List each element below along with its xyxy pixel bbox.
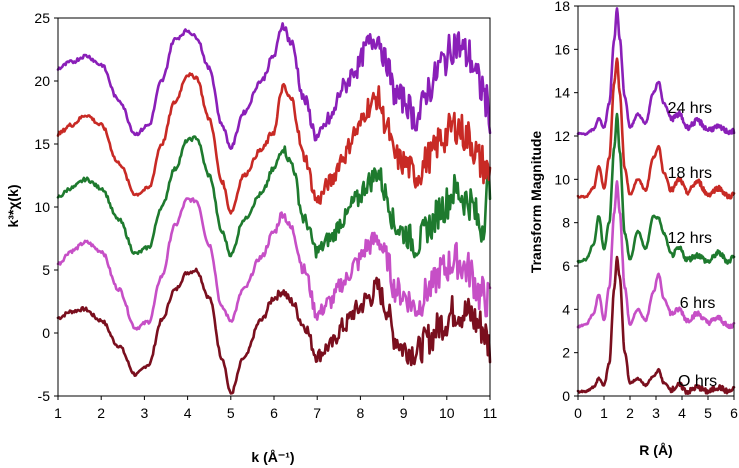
- ft-x-tick-label: 3: [652, 405, 660, 421]
- chi-x-tick-label: 10: [439, 405, 455, 421]
- ft-y-tick-label: 0: [562, 388, 570, 404]
- ft-x-tick-label: 2: [626, 405, 634, 421]
- chi-series-0: [56, 267, 492, 395]
- ft-x-tick-label: 4: [678, 405, 686, 421]
- ft-series-1: [576, 180, 736, 330]
- chi-y-axis-label: k³*χ(k): [5, 184, 21, 227]
- chi-x-tick-label: 7: [313, 405, 321, 421]
- chi-y-tick-label: -5: [38, 388, 51, 404]
- ft-y-tick-label: 18: [554, 0, 570, 14]
- ft-y-tick-label: 6: [562, 258, 570, 274]
- exafs-chi-chart: -5 0 5 10 15 20 25 1 2 3 4 5 6 7 8 9 10 11 k (Å⁻¹) k³*χ(k…: [5, 10, 497, 465]
- ft-x-axis-label: R (Å): [639, 442, 672, 458]
- ft-y-tick-label: 16: [554, 41, 570, 57]
- ft-y-tick-label: 2: [562, 345, 570, 361]
- chi-y-tick-label: 0: [42, 325, 50, 341]
- ft-x-tick-label: 1: [600, 405, 608, 421]
- chi-series-1: [56, 197, 492, 331]
- ft-series-label: 24 hrs: [668, 100, 712, 117]
- ft-series-labels: O hrs 6 hrs 12 hrs 18 hrs 24 hrs: [668, 100, 718, 390]
- chi-x-tick-label: 2: [97, 405, 105, 421]
- chi-x-tick-label: 9: [400, 405, 408, 421]
- ft-series-4: [576, 7, 736, 136]
- ft-series-0: [576, 255, 736, 395]
- chi-y-tick-label: 20: [34, 73, 50, 89]
- ft-series-label: 6 hrs: [680, 295, 716, 312]
- ft-y-tick-label: 4: [562, 301, 570, 317]
- chi-x-tick-label: 8: [357, 405, 365, 421]
- ft-series-2: [576, 112, 736, 265]
- ft-y-tick-label: 12: [554, 128, 570, 144]
- ft-series-label: O hrs: [678, 373, 717, 390]
- ft-series-label: 12 hrs: [668, 230, 712, 247]
- chi-x-tick-label: 6: [270, 405, 278, 421]
- chi-x-tick-label: 4: [184, 405, 192, 421]
- chi-axes: -5 0 5 10 15 20 25 1 2 3 4 5 6 7 8 9 10 11: [34, 10, 497, 421]
- ft-y-axis-label: Transform Magnitude: [528, 131, 544, 274]
- ft-x-tick-label: 0: [574, 405, 582, 421]
- chi-x-axis-label: k (Å⁻¹): [251, 449, 294, 465]
- chi-y-tick-label: 15: [34, 136, 50, 152]
- chi-y-tick-label: 5: [42, 262, 50, 278]
- chi-y-tick-label: 25: [34, 10, 50, 26]
- ft-y-tick-label: 8: [562, 215, 570, 231]
- chi-series-group: [56, 22, 492, 395]
- ft-y-tick-label: 10: [554, 171, 570, 187]
- ft-series-label: 18 hrs: [668, 165, 712, 182]
- chi-x-tick-label: 3: [141, 405, 149, 421]
- chi-series-2: [56, 135, 492, 259]
- ft-plot-frame: [577, 5, 735, 397]
- chi-series-4: [56, 22, 492, 150]
- chi-x-tick-label: 11: [483, 405, 498, 421]
- chi-plot-frame: [57, 17, 491, 397]
- ft-x-tick-label: 6: [730, 405, 738, 421]
- ft-y-tick-label: 14: [554, 85, 570, 101]
- chi-x-tick-label: 1: [54, 405, 62, 421]
- chi-series-3: [56, 72, 492, 215]
- chi-x-tick-label: 5: [227, 405, 235, 421]
- ft-series-3: [576, 57, 736, 200]
- ft-x-tick-label: 5: [704, 405, 712, 421]
- chi-y-tick-label: 10: [34, 199, 50, 215]
- ft-series-group: [576, 7, 736, 395]
